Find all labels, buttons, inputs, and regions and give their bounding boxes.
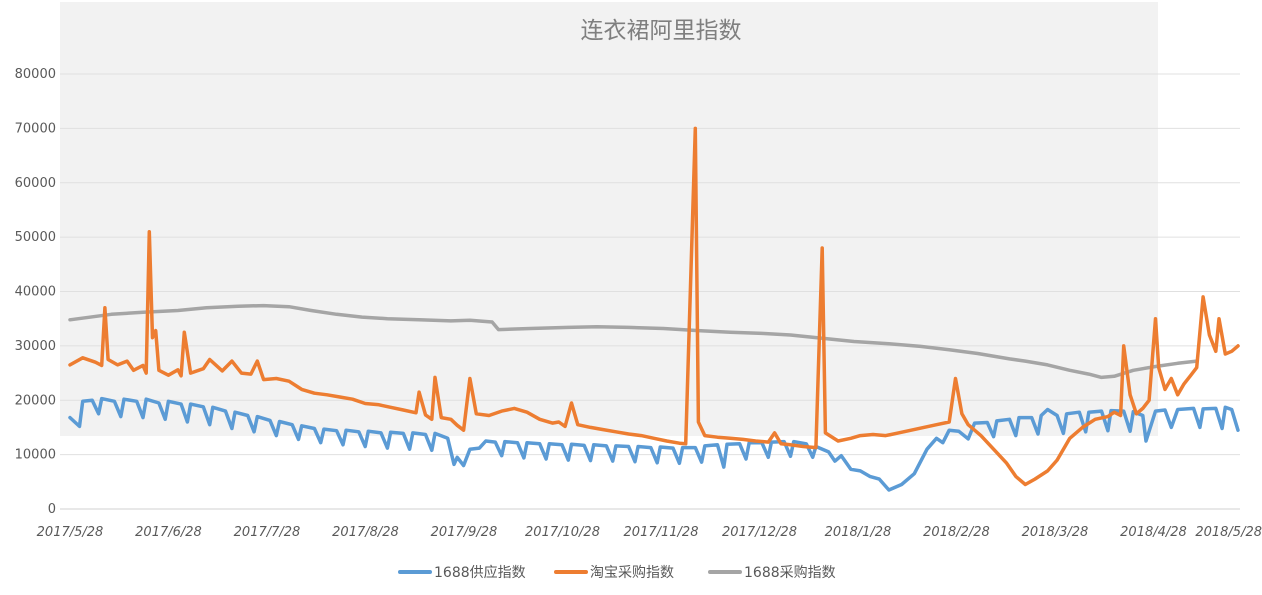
x-tick-label: 2017/5/28	[37, 525, 104, 540]
x-tick-label: 2017/6/28	[135, 525, 202, 540]
x-tick-label: 2017/11/28	[624, 525, 699, 540]
legend-label-1: 淘宝采购指数	[590, 565, 674, 581]
gridlines	[60, 73, 1240, 510]
y-tick-label: 40000	[15, 285, 56, 300]
legend: 1688供应指数 淘宝采购指数 1688采购指数	[398, 564, 836, 581]
legend-label-0: 1688供应指数	[434, 564, 526, 581]
y-tick-label: 20000	[15, 393, 56, 408]
x-axis-ticks: 2017/5/28 2017/6/28 2017/7/28 2017/8/28 2017…	[37, 525, 1262, 540]
legend-label-2: 1688采购指数	[744, 565, 836, 581]
y-tick-label: 30000	[15, 339, 56, 354]
y-tick-label: 0	[48, 502, 56, 517]
x-tick-label: 2018/5/28	[1195, 525, 1262, 540]
x-tick-label: 2017/9/28	[431, 525, 498, 540]
x-tick-label: 2017/10/28	[525, 525, 600, 540]
series-line-2	[68, 303, 1199, 380]
y-tick-label: 70000	[15, 121, 56, 136]
series-line-1	[68, 126, 1240, 487]
series-line-0	[68, 396, 1240, 492]
x-tick-label: 2018/4/28	[1120, 525, 1187, 540]
y-axis-ticks: 0 10000 20000 30000 40000 50000 60000 70000 8000…	[15, 67, 56, 517]
y-tick-label: 50000	[15, 230, 56, 245]
chart-title: 连衣裙阿里指数	[581, 18, 742, 44]
x-tick-label: 2017/7/28	[234, 525, 301, 540]
y-tick-label: 60000	[15, 176, 56, 191]
x-tick-label: 2017/12/28	[722, 525, 797, 540]
x-tick-label: 2017/8/28	[332, 525, 399, 540]
x-tick-label: 2018/2/28	[923, 525, 990, 540]
series-lines	[68, 126, 1240, 492]
x-tick-label: 2018/1/28	[825, 525, 892, 540]
x-tick-label: 2018/3/28	[1022, 525, 1089, 540]
y-tick-label: 10000	[15, 448, 56, 463]
y-tick-label: 80000	[15, 67, 56, 82]
